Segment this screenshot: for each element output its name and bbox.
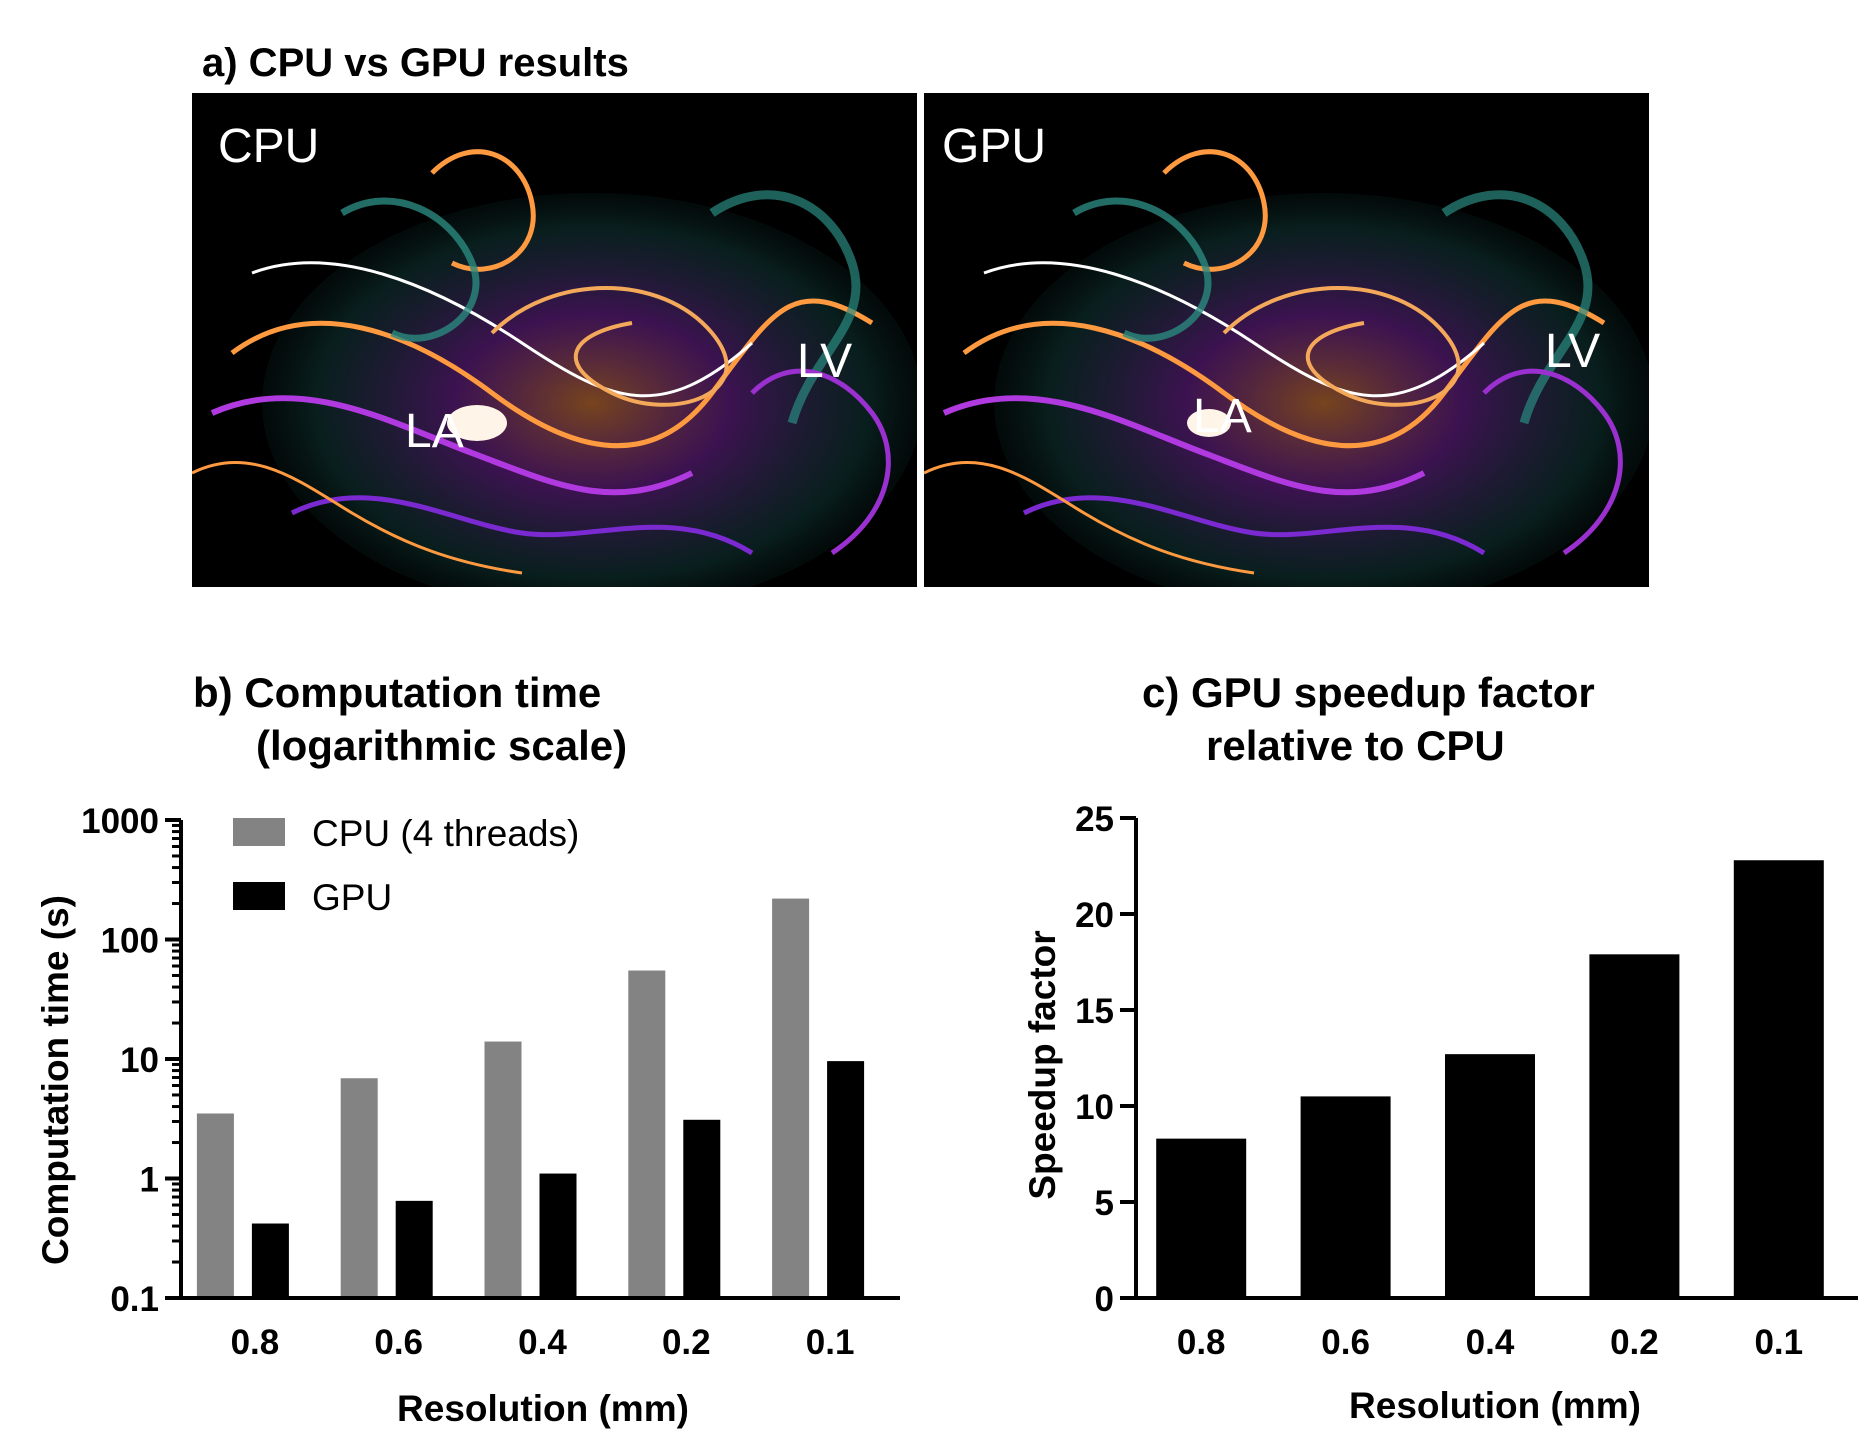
cpu-result-image: CPU LA LV [192,93,917,587]
chart-b-bar-cpu [772,898,810,1298]
computation-time-chart: b) Computation time (logarithmic scale) … [35,669,900,1429]
chart-b-title: b) Computation time [193,669,601,716]
chart-b-xtick-label: 0.2 [662,1323,711,1362]
cpu-image-label: CPU [218,120,319,173]
gpu-image-label: GPU [942,120,1046,173]
chart-c-xtick-label: 0.2 [1610,1323,1659,1362]
chart-b-xtick-label: 0.4 [518,1323,567,1362]
gpu-result-image: GPU LA LV [924,93,1649,587]
chart-c-bar [1445,1054,1535,1298]
chart-b-ytick-label: 1000 [81,802,159,841]
gpu-la-label: LA [1193,390,1252,443]
cpu-lv-label: LV [797,335,852,388]
chart-b-bar-gpu [251,1223,289,1298]
chart-b-ytick-label: 0.1 [110,1280,159,1319]
chart-c-xtick-label: 0.4 [1466,1323,1515,1362]
chart-c-xlabel: Resolution (mm) [1349,1385,1641,1426]
chart-c-xtick-label: 0.8 [1177,1323,1226,1362]
chart-b-ytick-label: 10 [120,1041,159,1080]
chart-b-xtick-label: 0.6 [374,1323,423,1362]
chart-b-ytick-label: 1 [140,1161,159,1200]
chart-c-bar [1589,954,1680,1298]
chart-b-xlabel: Resolution (mm) [397,1388,689,1429]
chart-b-bar-cpu [484,1041,522,1298]
speedup-factor-chart: c) GPU speedup factor relative to CPU Re… [1022,669,1858,1426]
chart-c-bar [1733,860,1824,1298]
chart-b-bar-gpu [827,1061,865,1298]
chart-c-bar [1156,1138,1247,1298]
chart-b-subtitle: (logarithmic scale) [256,722,627,769]
chart-c-ytick-label: 15 [1075,992,1114,1031]
chart-b-bar-gpu [683,1119,721,1298]
chart-b-ylabel: Computation time (s) [35,895,76,1265]
chart-c-ylabel: Speedup factor [1022,930,1063,1199]
gpu-lv-label: LV [1545,325,1600,378]
chart-b-bar-gpu [539,1173,577,1298]
legend-gpu-label: GPU [312,877,392,918]
chart-c-title: c) GPU speedup factor [1142,669,1595,716]
chart-c-ytick-label: 5 [1095,1184,1114,1223]
panel-a-title: a) CPU vs GPU results [202,41,629,85]
chart-c-subtitle: relative to CPU [1206,722,1505,769]
chart-c-ytick-label: 0 [1095,1280,1114,1319]
chart-b-bar-cpu [628,970,666,1298]
legend-cpu-label: CPU (4 threads) [312,813,579,854]
chart-b-xtick-label: 0.8 [231,1323,280,1362]
chart-b-bar-cpu [196,1113,234,1298]
chart-b-bar-gpu [395,1200,433,1298]
chart-c-xtick-label: 0.1 [1754,1323,1803,1362]
legend-gpu-swatch [233,882,285,910]
chart-c-bar [1300,1096,1391,1298]
chart-c-xtick-label: 0.6 [1321,1323,1370,1362]
chart-b-bar-cpu [340,1078,378,1298]
legend-cpu-swatch [233,818,285,846]
chart-b-ytick-label: 100 [101,922,159,961]
cpu-la-label: LA [405,405,464,458]
chart-c-ytick-label: 20 [1075,896,1114,935]
chart-b-xtick-label: 0.1 [806,1323,855,1362]
chart-c-ytick-label: 25 [1075,800,1114,839]
chart-c-ytick-label: 10 [1075,1088,1114,1127]
